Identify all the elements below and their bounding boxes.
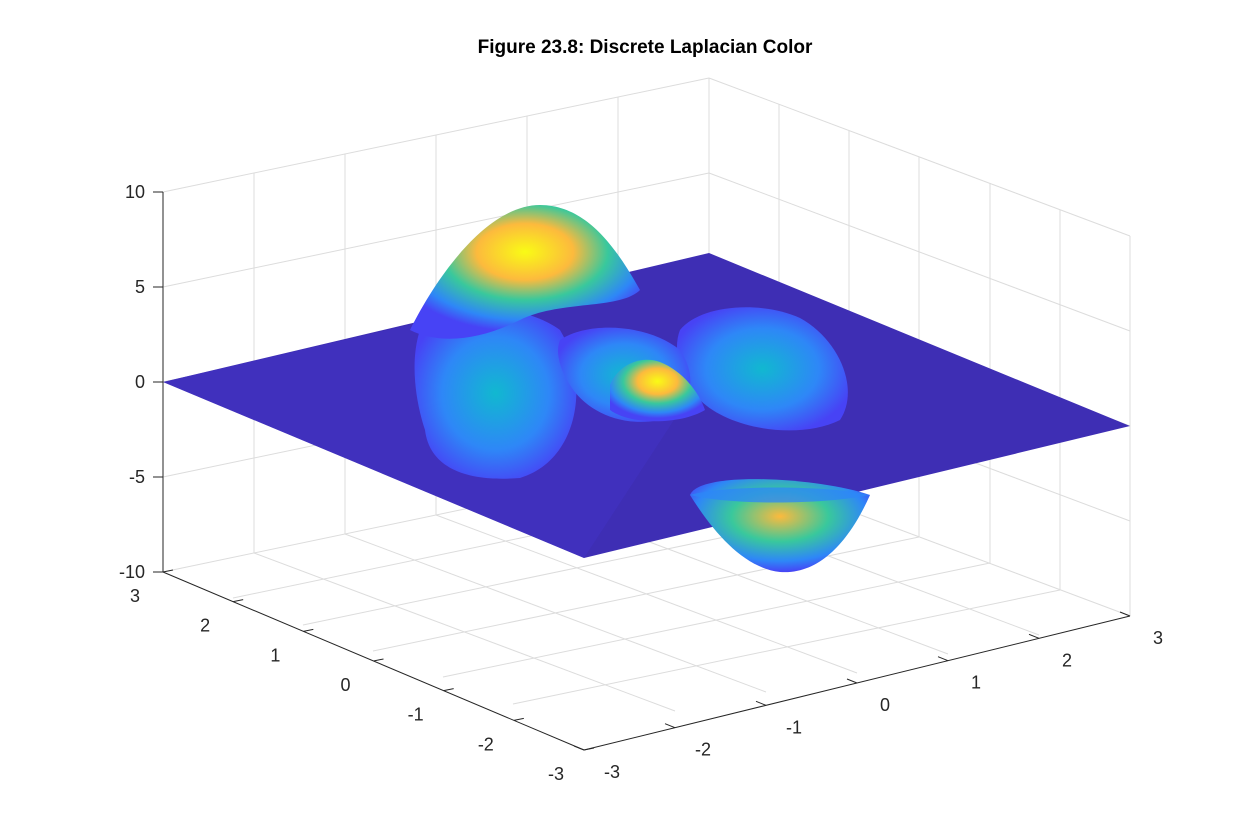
y-tick-label: 1 <box>270 645 280 665</box>
z-tick-label: 10 <box>125 182 145 202</box>
surface <box>163 205 1130 573</box>
surface-lobe-right <box>676 307 848 431</box>
surface-peak-center <box>610 359 705 422</box>
z-tick-label: -10 <box>119 562 145 582</box>
y-tick-label: -1 <box>408 705 424 725</box>
x-tick-label: -3 <box>604 762 620 782</box>
chart-title: Figure 23.8: Discrete Laplacian Color <box>478 37 813 58</box>
x-tick <box>1119 611 1131 617</box>
z-tick-label: -5 <box>129 467 145 487</box>
x-tick-label: 0 <box>880 695 890 715</box>
y-tick <box>373 658 384 662</box>
x-tick <box>846 678 858 684</box>
x-tick <box>755 700 767 706</box>
y-tick-label: 3 <box>130 586 140 606</box>
x-tick <box>664 723 676 729</box>
surface-peak-main <box>410 205 640 339</box>
y-tick-label: 0 <box>340 675 350 695</box>
y-tick-label: -2 <box>478 734 494 754</box>
x-tick-label: -2 <box>695 740 711 760</box>
y-tick <box>162 569 174 573</box>
surface-trough <box>690 479 870 573</box>
z-tick-label: 0 <box>135 372 145 392</box>
z-tick-label: 5 <box>135 277 145 297</box>
y-tick <box>443 688 454 692</box>
x-tick-label: 2 <box>1062 650 1072 670</box>
surface-trough-rim <box>690 487 870 503</box>
x-tick-label: 1 <box>971 673 981 693</box>
y-tick-label: -3 <box>548 764 564 784</box>
y-tick <box>233 599 244 603</box>
x-tick-label: 3 <box>1153 628 1163 648</box>
surface-lobe-left <box>414 307 577 479</box>
y-tick <box>303 628 314 632</box>
x-tick <box>573 745 585 751</box>
y-tick <box>513 717 524 721</box>
y-tick <box>583 747 595 751</box>
x-tick <box>937 656 949 662</box>
x-tick <box>1028 633 1040 639</box>
x-tick-label: -1 <box>786 717 802 737</box>
y-tick-label: 2 <box>200 616 210 636</box>
